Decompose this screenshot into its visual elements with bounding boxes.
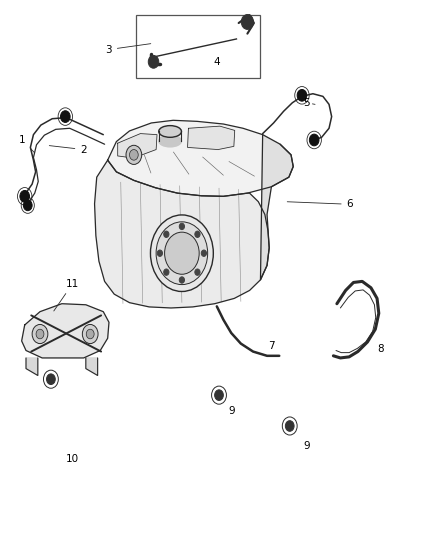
Circle shape xyxy=(130,150,138,160)
Circle shape xyxy=(179,277,184,283)
Text: 7: 7 xyxy=(268,341,275,351)
Polygon shape xyxy=(118,134,157,158)
Circle shape xyxy=(165,232,199,274)
Text: 11: 11 xyxy=(54,279,79,311)
Circle shape xyxy=(215,390,223,400)
Text: 2: 2 xyxy=(49,144,87,155)
Text: 8: 8 xyxy=(377,344,384,354)
Circle shape xyxy=(86,329,94,339)
Bar xyxy=(136,15,261,78)
Circle shape xyxy=(148,55,159,68)
Polygon shape xyxy=(187,126,235,150)
Circle shape xyxy=(23,200,32,211)
Polygon shape xyxy=(26,358,38,375)
Circle shape xyxy=(241,14,254,29)
Circle shape xyxy=(164,269,169,276)
Circle shape xyxy=(164,231,169,238)
Circle shape xyxy=(150,215,213,292)
Text: 9: 9 xyxy=(229,406,235,416)
Polygon shape xyxy=(108,120,293,196)
Circle shape xyxy=(309,134,319,146)
Ellipse shape xyxy=(159,135,181,147)
Circle shape xyxy=(195,269,200,276)
Polygon shape xyxy=(86,358,98,375)
Text: 6: 6 xyxy=(287,199,353,209)
Text: 5: 5 xyxy=(303,98,315,108)
Polygon shape xyxy=(261,135,293,280)
Text: 10: 10 xyxy=(66,454,79,464)
Circle shape xyxy=(126,146,142,165)
Text: 4: 4 xyxy=(214,57,220,67)
Circle shape xyxy=(156,222,208,285)
Circle shape xyxy=(60,111,70,123)
Circle shape xyxy=(20,190,29,202)
Circle shape xyxy=(179,223,184,230)
Circle shape xyxy=(157,250,162,256)
Circle shape xyxy=(297,90,307,101)
Circle shape xyxy=(32,325,48,344)
Polygon shape xyxy=(95,160,269,308)
Text: 1: 1 xyxy=(19,135,35,153)
Circle shape xyxy=(201,250,206,256)
Ellipse shape xyxy=(159,126,181,138)
Circle shape xyxy=(46,374,55,384)
Circle shape xyxy=(286,421,294,431)
Circle shape xyxy=(36,329,44,339)
Polygon shape xyxy=(21,304,109,358)
Text: 3: 3 xyxy=(105,44,151,54)
Circle shape xyxy=(195,231,200,238)
Circle shape xyxy=(82,325,98,344)
Text: 9: 9 xyxy=(303,441,310,451)
